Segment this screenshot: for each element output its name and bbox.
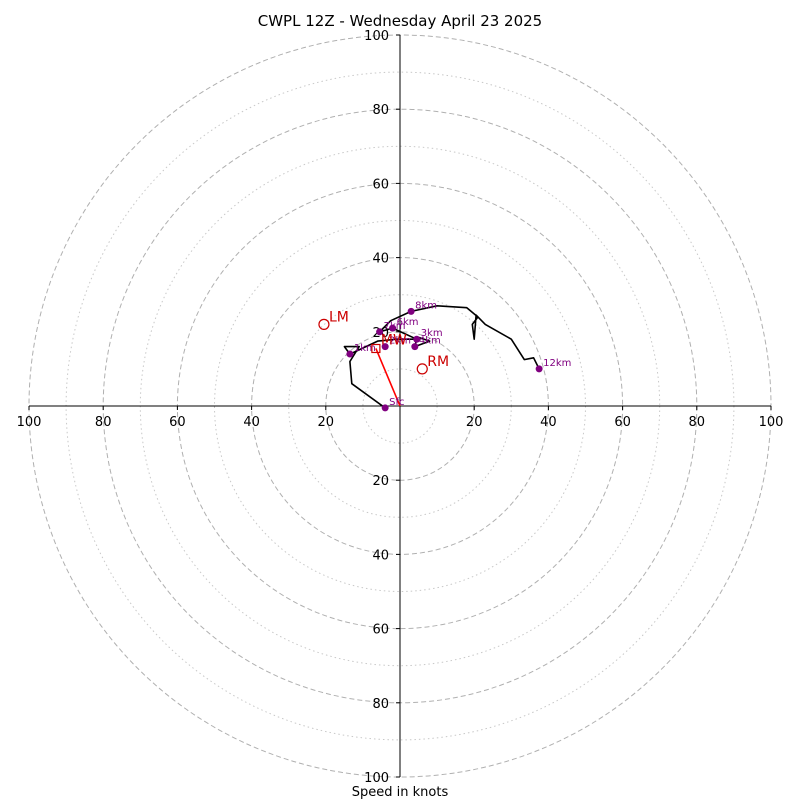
level-label-8km: 8km <box>415 300 437 311</box>
tick-label-down: 100 <box>364 771 389 786</box>
level-point-12km <box>535 365 543 373</box>
level-point-4km <box>411 343 419 351</box>
level-point-1km <box>346 350 354 358</box>
tick-label-right: 40 <box>540 415 557 430</box>
tick-label-down: 60 <box>372 623 389 638</box>
tick-label-left: 80 <box>95 415 112 430</box>
level-point-3km <box>413 335 421 343</box>
level-point-7km <box>376 328 384 336</box>
tick-label-up: 80 <box>372 103 389 118</box>
level-label-2km: 2km <box>389 336 411 347</box>
level-point-2km <box>381 343 389 351</box>
tick-label-right: 60 <box>614 415 631 430</box>
storm-motion-rm-label: RM <box>427 354 449 370</box>
level-label-12km: 12km <box>543 358 571 369</box>
level-label-sfc: Sfc <box>389 397 404 408</box>
wind-trace <box>343 304 540 409</box>
tick-label-down: 20 <box>372 474 389 489</box>
level-label-3km: 3km <box>421 328 443 339</box>
tick-label-right: 80 <box>689 415 706 430</box>
level-point-8km <box>407 307 415 315</box>
x-axis-label: Speed in knots <box>352 785 449 800</box>
tick-label-right: 100 <box>759 415 784 430</box>
tick-label-up: 40 <box>372 252 389 267</box>
tick-label-left: 100 <box>17 415 42 430</box>
shear-vector <box>375 348 401 407</box>
tick-label-up: 60 <box>372 177 389 192</box>
level-label-7km: 7km <box>384 321 406 332</box>
level-label-4km: 4km <box>419 336 441 347</box>
level-label-1km: 1km <box>354 343 376 354</box>
level-point-sfc <box>381 404 389 412</box>
storm-motion-rm-marker <box>416 363 428 375</box>
storm-motion-lm-label: LM <box>329 309 349 325</box>
level-point-6km <box>389 324 397 332</box>
tick-label-right: 20 <box>466 415 483 430</box>
tick-label-left: 40 <box>243 415 260 430</box>
storm-motion-mw-marker <box>371 343 381 354</box>
tick-label-down: 40 <box>372 548 389 563</box>
level-label-6km: 6km <box>397 317 419 328</box>
tick-label-up: 100 <box>364 29 389 44</box>
storm-motion-lm-marker <box>318 318 330 330</box>
tick-label-left: 60 <box>169 415 186 430</box>
storm-motion-mw-label: MW <box>381 332 407 348</box>
tick-label-left: 20 <box>318 415 335 430</box>
chart-title: CWPL 12Z - Wednesday April 23 2025 <box>258 12 542 30</box>
tick-label-down: 80 <box>372 697 389 712</box>
